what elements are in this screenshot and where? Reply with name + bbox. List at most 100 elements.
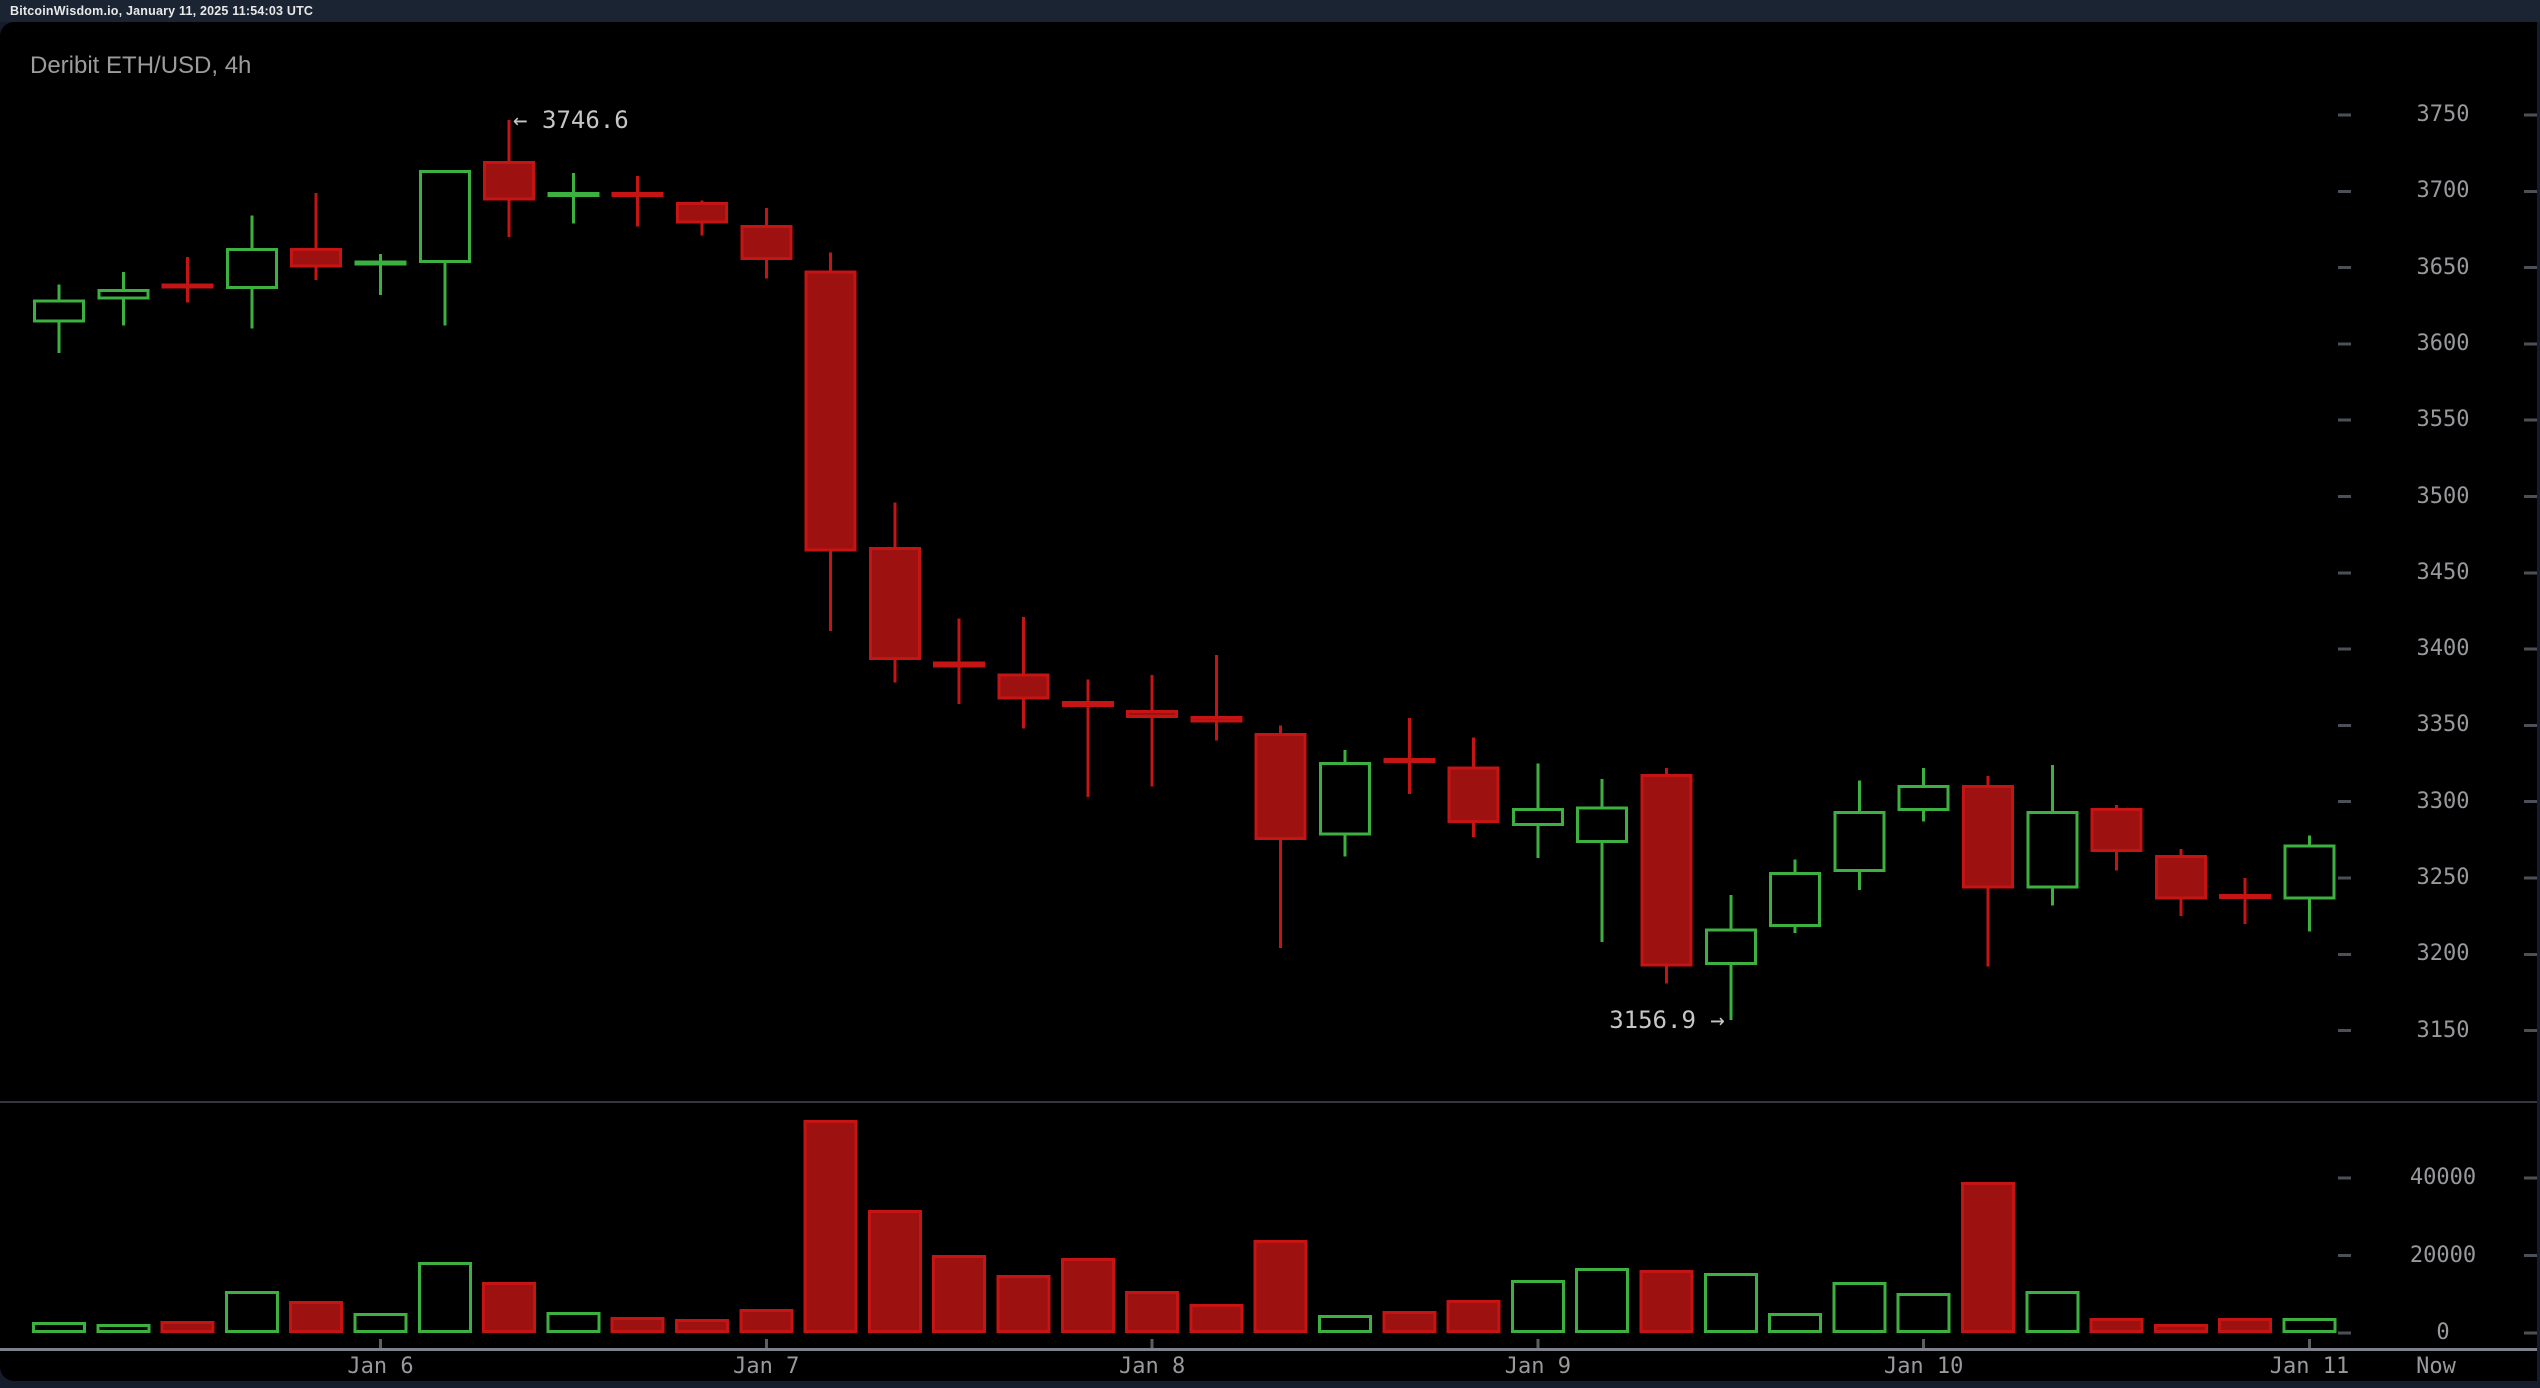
volume-bar[interactable] [2025, 1291, 2080, 1334]
candle-body[interactable] [290, 247, 343, 268]
candle-body[interactable] [1254, 733, 1307, 840]
candle-body[interactable] [1576, 806, 1629, 843]
volume-bar[interactable] [353, 1312, 408, 1333]
candle-body[interactable] [33, 299, 85, 323]
candle-body[interactable] [868, 546, 921, 660]
candle-body[interactable] [161, 283, 214, 289]
candle-body[interactable] [2219, 893, 2272, 899]
volume-bar[interactable] [675, 1319, 729, 1334]
volume-bar[interactable] [739, 1308, 794, 1333]
volume-bar[interactable] [1125, 1291, 1180, 1334]
candle-body[interactable] [1190, 716, 1243, 723]
price-axis-label: 3750 [2416, 102, 2470, 127]
volume-bar[interactable] [1189, 1303, 1244, 1333]
volume-bar[interactable] [1575, 1267, 1630, 1334]
candle-wick [1022, 617, 1025, 729]
volume-bar[interactable] [1639, 1269, 1694, 1334]
candlestick-chart[interactable] [0, 22, 2537, 1381]
volume-bar[interactable] [546, 1312, 601, 1333]
volume-tick-dash [2524, 1331, 2537, 1335]
price-axis-label: 3350 [2416, 712, 2470, 738]
price-tick-dash [2524, 342, 2537, 346]
volume-bar[interactable] [2218, 1317, 2273, 1333]
volume-bar[interactable] [1446, 1300, 1501, 1333]
low-price-annotation: 3156.9 → [1609, 1006, 1725, 1035]
volume-bar[interactable] [2282, 1317, 2337, 1333]
volume-bar[interactable] [417, 1262, 472, 1334]
volume-bar[interactable] [1318, 1315, 1372, 1334]
volume-bar[interactable] [32, 1322, 86, 1334]
volume-bar[interactable] [2153, 1324, 2208, 1334]
candle-wick [957, 618, 961, 705]
price-tick-dash [2338, 418, 2351, 422]
volume-bar[interactable] [1896, 1293, 1951, 1334]
candle-body[interactable] [740, 224, 793, 260]
candle-body[interactable] [2283, 844, 2336, 900]
volume-bar[interactable] [1703, 1272, 1758, 1333]
candle-body[interactable] [804, 270, 857, 552]
candle-body[interactable] [1769, 871, 1822, 927]
candle-body[interactable] [933, 661, 986, 668]
price-tick-dash [2524, 495, 2537, 498]
candle-body[interactable] [997, 673, 1050, 700]
volume-bar[interactable] [482, 1281, 537, 1333]
price-axis-label: 3550 [2416, 407, 2470, 433]
candle-body[interactable] [1640, 774, 1693, 967]
date-label: Jan 7 [733, 1354, 800, 1379]
price-tick-dash [2524, 647, 2537, 651]
candle-body[interactable] [1383, 757, 1436, 763]
candle-body[interactable] [2090, 807, 2143, 853]
price-tick-dash [2524, 113, 2537, 117]
volume-bar[interactable] [96, 1324, 151, 1334]
candle-body[interactable] [1126, 710, 1179, 718]
candle-body[interactable] [418, 169, 471, 264]
price-tick-dash [2338, 723, 2351, 727]
volume-bar[interactable] [803, 1119, 858, 1333]
volume-bar[interactable] [1768, 1312, 1823, 1333]
volume-bar[interactable] [1961, 1181, 2015, 1333]
candle-wick [636, 176, 640, 227]
volume-bar[interactable] [1832, 1281, 1887, 1333]
volume-bar[interactable] [1060, 1258, 1115, 1334]
price-tick-dash [2338, 647, 2351, 651]
price-axis-label: 3400 [2416, 636, 2470, 662]
volume-tick-dash [2338, 1176, 2351, 1180]
candle-body[interactable] [2154, 855, 2207, 900]
candle-body[interactable] [225, 247, 278, 289]
price-tick-dash [2524, 952, 2537, 956]
volume-bar[interactable] [932, 1255, 987, 1334]
candle-body[interactable] [97, 288, 150, 300]
date-label: Jan 8 [1118, 1354, 1186, 1379]
volume-bar[interactable] [1510, 1279, 1565, 1333]
price-tick-dash [2524, 189, 2537, 193]
volume-bar[interactable] [289, 1300, 344, 1334]
volume-bar[interactable] [160, 1320, 215, 1334]
volume-bar[interactable] [224, 1291, 279, 1334]
candle-body[interactable] [1962, 784, 2014, 889]
candle-body[interactable] [611, 191, 664, 197]
candle-body[interactable] [1897, 784, 1950, 811]
volume-bar[interactable] [867, 1210, 922, 1333]
date-tick [1922, 1339, 1926, 1348]
candle-body[interactable] [1447, 766, 1500, 824]
candle-body[interactable] [1833, 810, 1886, 872]
date-label: Jan 10 [1883, 1354, 1964, 1379]
candle-body[interactable] [1704, 928, 1757, 965]
price-axis-label: 3200 [2416, 941, 2470, 967]
candle-body[interactable] [1319, 762, 1371, 836]
volume-bar[interactable] [1382, 1310, 1437, 1333]
candle-body[interactable] [354, 260, 407, 266]
volume-bar[interactable] [1253, 1240, 1308, 1333]
candle-body[interactable] [483, 160, 536, 201]
volume-bar[interactable] [610, 1317, 665, 1334]
price-tick-dash [2524, 418, 2537, 422]
volume-bar[interactable] [2089, 1317, 2144, 1333]
volume-bar[interactable] [996, 1274, 1051, 1333]
candle-body[interactable] [676, 201, 728, 224]
candle-body[interactable] [547, 191, 600, 197]
volume-axis-label: 40000 [2409, 1165, 2477, 1190]
candle-body[interactable] [2026, 810, 2079, 889]
candle-body[interactable] [1511, 807, 1564, 827]
price-tick-dash [2338, 1029, 2351, 1033]
candle-body[interactable] [1061, 700, 1114, 708]
